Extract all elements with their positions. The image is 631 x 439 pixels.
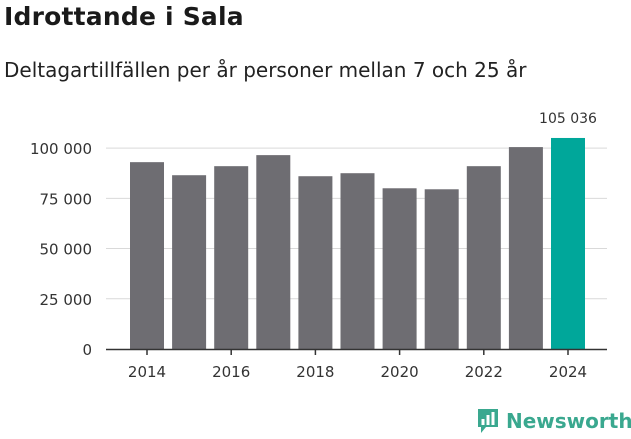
y-tick-label: 100 000 (30, 140, 92, 158)
bar-2016 (214, 166, 249, 349)
brand-name: Newsworthy (506, 409, 631, 433)
bar-2015 (172, 175, 207, 349)
data-label: 105 036 (539, 111, 597, 127)
bar-2019 (340, 173, 375, 349)
x-tick-label: 2018 (296, 363, 334, 381)
bar-2020 (382, 188, 417, 349)
bar-2018 (298, 176, 333, 349)
chart-subtitle: Deltagartillfällen per år personer mella… (4, 58, 527, 82)
x-tick-label: 2016 (212, 363, 250, 381)
x-tick-label: 2024 (549, 363, 587, 381)
bar-2017 (256, 155, 291, 349)
bar-2014 (130, 162, 164, 349)
y-tick-label: 25 000 (40, 291, 93, 309)
bar-2023 (508, 147, 543, 349)
bar-chart-speech-icon (478, 409, 498, 433)
chart-title: Idrottande i Sala (4, 2, 244, 31)
labels: 0 25 000 50 000 75 000 100 000 2014 2016 2018 20… (30, 111, 597, 381)
x-tick-label: 2022 (465, 363, 503, 381)
bar-chart: 0 25 000 50 000 75 000 100 000 2014 2016 2018 20… (30, 111, 607, 381)
y-tick-label: 50 000 (40, 241, 93, 259)
y-tick-label: 75 000 (40, 190, 93, 208)
bar-2022 (466, 166, 501, 349)
bar-2021 (424, 189, 459, 349)
bar-2024 (551, 137, 585, 349)
y-tick-label: 0 (82, 341, 92, 359)
bars (130, 137, 585, 349)
x-tick-label: 2020 (381, 363, 419, 381)
axes (106, 348, 607, 355)
newsworthy-logo: Newsworthy (476, 407, 631, 435)
x-tick-label: 2014 (128, 363, 166, 381)
